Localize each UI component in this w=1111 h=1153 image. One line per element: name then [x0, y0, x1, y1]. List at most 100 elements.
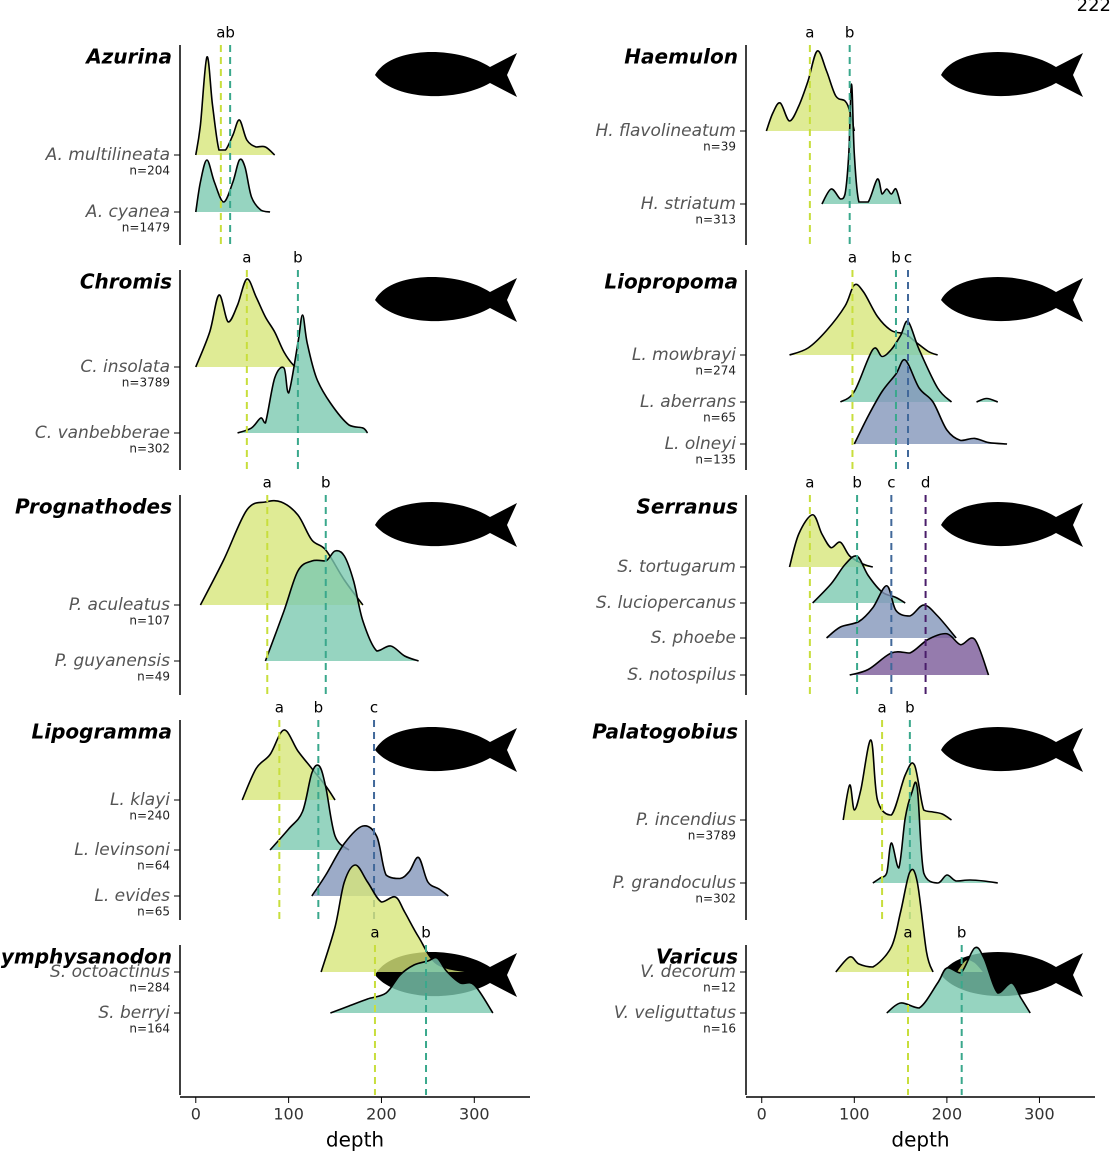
species-label: L. klayi: [110, 790, 170, 810]
median-letter: a: [242, 249, 251, 267]
n-label: n=302: [695, 892, 736, 906]
median-letter: d: [921, 474, 931, 492]
genus-title: Chromis: [80, 270, 172, 294]
species-label: L. aberrans: [640, 392, 736, 412]
x-axis-label: depth: [891, 1128, 949, 1152]
page-number: 222: [1077, 0, 1111, 16]
fish-silhouette: [375, 727, 517, 772]
species-label: S. berryi: [98, 1003, 170, 1023]
x-tick-label: 0: [191, 1105, 201, 1124]
fish-silhouette: [941, 727, 1083, 772]
median-letter: a: [877, 699, 886, 717]
n-label: n=284: [129, 981, 170, 995]
species-label: C. insolata: [80, 357, 170, 377]
n-label: n=65: [703, 411, 736, 425]
median-letter: a: [370, 924, 379, 942]
median-letter: b: [852, 474, 862, 492]
genus-title: Prognathodes: [15, 495, 172, 519]
species-label: P. guyanensis: [55, 651, 170, 671]
median-letter: a: [275, 699, 284, 717]
species-label: V. decorum: [640, 962, 736, 982]
species-label: H. flavolineatum: [595, 121, 736, 141]
median-letter: b: [293, 249, 303, 267]
n-label: n=65: [137, 905, 170, 919]
median-letter: b: [845, 24, 855, 42]
x-tick-label: 0: [757, 1105, 767, 1124]
species-label: V. veliguttatus: [614, 1003, 736, 1023]
species-label: H. striatum: [641, 194, 736, 214]
x-tick-label: 100: [273, 1105, 304, 1124]
species-label: P. incendius: [636, 810, 736, 830]
n-label: n=64: [137, 859, 170, 873]
fish-silhouette: [375, 277, 517, 322]
species-label: P. aculeatus: [69, 595, 170, 615]
n-label: n=49: [137, 670, 170, 684]
n-label: n=135: [695, 453, 736, 467]
median-letter: a: [805, 24, 814, 42]
n-label: n=164: [129, 1022, 170, 1036]
genus-title: Lipogramma: [31, 720, 172, 744]
n-label: n=107: [129, 614, 170, 628]
n-label: n=240: [129, 809, 170, 823]
median-letter: a: [805, 474, 814, 492]
genus-title: Haemulon: [624, 45, 738, 69]
median-letter: b: [421, 924, 431, 942]
x-tick-label: 300: [1024, 1105, 1055, 1124]
median-letter: c: [904, 249, 912, 267]
median-letter: b: [905, 699, 915, 717]
genus-title: Palatogobius: [592, 720, 738, 744]
species-label: A. cyanea: [85, 202, 170, 222]
n-label: n=1479: [122, 221, 170, 235]
n-label: n=3789: [122, 376, 170, 390]
x-tick-label: 100: [839, 1105, 870, 1124]
species-label: A. multilineata: [45, 145, 170, 165]
n-label: n=39: [703, 140, 736, 154]
median-letter: b: [314, 699, 324, 717]
genus-title: Liopropoma: [604, 270, 738, 294]
x-tick-label: 200: [366, 1105, 397, 1124]
n-label: n=12: [703, 981, 736, 995]
ridge-area: [843, 740, 951, 820]
species-label: S. tortugarum: [617, 557, 736, 577]
ridge-area: [196, 159, 270, 212]
species-label: L. evides: [94, 886, 170, 906]
median-letter: c: [887, 474, 895, 492]
fish-silhouette: [941, 502, 1083, 547]
median-letter: b: [321, 474, 331, 492]
n-label: n=3789: [688, 829, 736, 843]
species-label: L. mowbrayi: [632, 345, 736, 365]
fish-silhouette: [941, 52, 1083, 97]
n-label: n=16: [703, 1022, 736, 1036]
n-label: n=204: [129, 164, 170, 178]
median-letter: a: [848, 249, 857, 267]
species-label: L. levinsoni: [74, 840, 170, 860]
species-label: P. grandoculus: [613, 873, 737, 893]
n-label: n=274: [695, 364, 736, 378]
species-label: S. notospilus: [627, 665, 736, 685]
genus-title: Serranus: [636, 495, 738, 519]
median-letter: c: [370, 699, 378, 717]
median-letter: b: [891, 249, 901, 267]
species-label: S. luciopercanus: [596, 593, 736, 613]
ridge-area: [836, 869, 984, 972]
species-label: S. phoebe: [651, 628, 736, 648]
species-label: L. olneyi: [665, 434, 737, 454]
x-axis-label: depth: [326, 1128, 384, 1152]
fish-silhouette: [375, 502, 517, 547]
fish-silhouette: [941, 277, 1083, 322]
median-letter: a: [903, 924, 912, 942]
n-label: n=302: [129, 442, 170, 456]
median-letter: b: [225, 24, 235, 42]
x-tick-label: 200: [932, 1105, 963, 1124]
median-letter: a: [263, 474, 272, 492]
species-label: C. vanbebberae: [35, 423, 170, 443]
genus-title: Azurina: [84, 45, 172, 69]
x-tick-label: 300: [459, 1105, 490, 1124]
chart: 222 Azurina A. multilineatan=204 A. cyanea…: [0, 0, 1111, 1153]
fish-silhouette: [375, 52, 517, 97]
median-letter: a: [216, 24, 225, 42]
species-label: S. octoactinus: [50, 962, 170, 982]
ridge-area: [873, 782, 998, 883]
ridge-area: [196, 57, 275, 155]
n-label: n=313: [695, 213, 736, 227]
